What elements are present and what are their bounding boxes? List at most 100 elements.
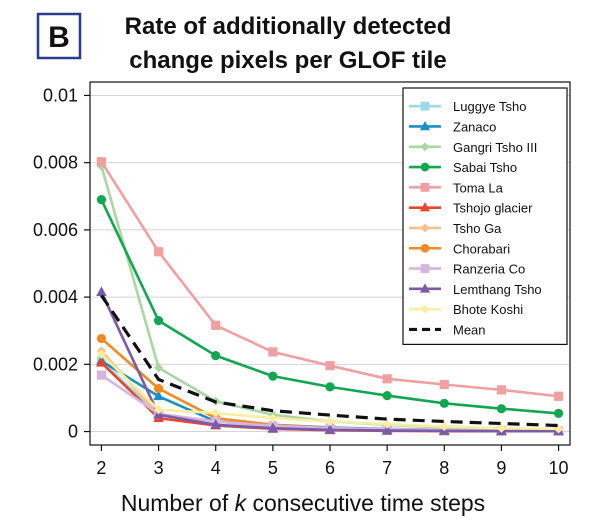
data-point-toma-la <box>439 379 449 390</box>
panel-label: B <box>48 21 70 54</box>
data-point-lemthang-tsho <box>96 286 107 296</box>
legend-swatch-marker <box>419 283 431 293</box>
data-point-bhote-koshi <box>553 424 564 434</box>
x-axis-label-part-1: Number of <box>121 490 235 516</box>
data-point-sabai-tsho <box>211 350 221 361</box>
legend-item: Sabai Tsho <box>409 160 517 175</box>
x-tick-label: 8 <box>439 458 449 478</box>
data-point-toma-la <box>211 320 221 330</box>
legend-swatch-marker <box>420 162 430 172</box>
x-tick-label: 3 <box>154 458 164 478</box>
data-point-bhote-koshi <box>382 419 392 429</box>
data-point-bhote-koshi <box>153 405 164 415</box>
x-axis-label-k: k <box>235 490 248 516</box>
legend-swatch-marker <box>420 142 430 152</box>
data-point-sabai-tsho <box>382 390 392 401</box>
legend-item: Chorabari <box>409 241 510 256</box>
legend-item: Tshojo glacier <box>409 201 533 216</box>
plot-frame <box>89 81 571 446</box>
y-tick-label: 0 <box>68 422 78 442</box>
data-point-toma-la <box>96 157 107 167</box>
data-point-toma-la <box>496 385 507 395</box>
legend-label: Bhote Koshi <box>453 302 523 317</box>
x-tick-label: 5 <box>268 458 278 478</box>
legend-swatch-marker <box>420 304 430 314</box>
series-mean <box>100 294 559 428</box>
data-point-gangri-tsho-iii <box>153 363 164 373</box>
data-point-zanaco <box>153 390 164 401</box>
data-point-toma-la <box>382 374 392 384</box>
data-point-lemthang-tsho <box>210 419 222 429</box>
data-point-bhote-koshi <box>496 423 507 433</box>
data-point-sabai-tsho <box>496 404 507 414</box>
data-point-bhote-koshi <box>439 421 449 432</box>
chart-title-line-1: Rate of additionally detected <box>125 13 452 40</box>
legend-item: Gangri Tsho III <box>409 140 537 155</box>
y-tick-label: 0.004 <box>33 287 78 307</box>
data-point-sabai-tsho <box>325 382 335 392</box>
legend-label: Zanaco <box>453 119 496 134</box>
series-sabai-tsho <box>96 195 564 419</box>
data-point-bhote-koshi <box>268 413 278 423</box>
x-tick-label: 10 <box>549 458 569 478</box>
legend-label: Mean <box>453 322 486 337</box>
data-point-chorabari <box>96 333 107 344</box>
x-tick-label: 6 <box>325 458 335 478</box>
data-point-toma-la <box>553 391 564 401</box>
data-point-sabai-tsho <box>553 408 564 419</box>
legend-item: Bhote Koshi <box>409 302 523 317</box>
legend-label: Gangri Tsho III <box>453 140 537 155</box>
data-point-sabai-tsho <box>96 195 107 205</box>
data-point-toma-la <box>153 247 164 257</box>
panel-label-box <box>36 12 82 60</box>
panel-label-badge: B <box>36 12 82 60</box>
legend-label: Luggye Tsho <box>453 99 527 114</box>
chart-title-line-2: change pixels per GLOF tile <box>129 47 446 74</box>
x-axis-ticks: 2 3 4 5 6 7 8 9 10 <box>96 445 569 478</box>
series-bhote-koshi <box>96 349 564 434</box>
data-point-toma-la <box>268 347 278 357</box>
data-point-toma-la <box>325 361 335 371</box>
legend-label: Chorabari <box>453 241 510 256</box>
x-tick-label: 2 <box>96 458 106 478</box>
data-point-ranzeria-co <box>96 370 107 380</box>
legend-label: Tsho Ga <box>453 221 502 236</box>
data-point-bhote-koshi <box>211 408 221 418</box>
legend-item: Mean <box>409 322 486 337</box>
legend-swatch-marker <box>420 182 430 192</box>
data-point-sabai-tsho <box>439 398 449 408</box>
data-point-lemthang-tsho <box>324 424 336 434</box>
series-line-mean <box>100 294 559 428</box>
x-tick-label: 7 <box>382 458 392 478</box>
y-tick-label: 0.008 <box>33 153 78 173</box>
legend-swatch-marker <box>420 101 430 111</box>
legend-item: Zanaco <box>409 119 496 134</box>
legend-item: Lemthang Tsho <box>409 282 542 297</box>
y-tick-label: 0.006 <box>33 220 78 240</box>
y-tick-label: 0.01 <box>43 85 78 105</box>
y-tick-label: 0.002 <box>33 354 78 374</box>
legend-swatch-marker <box>419 202 431 212</box>
data-point-bhote-koshi <box>325 416 335 427</box>
data-point-sabai-tsho <box>153 316 164 326</box>
data-point-chorabari <box>153 383 164 394</box>
legend-swatch-marker <box>419 120 431 131</box>
x-axis-label: Number of k consecutive time steps <box>121 490 485 516</box>
data-point-sabai-tsho <box>268 371 278 381</box>
data-point-lemthang-tsho <box>267 422 279 433</box>
legend-item: Ranzeria Co <box>409 262 525 277</box>
series-layer <box>96 157 564 436</box>
x-axis-label-part-2: consecutive time steps <box>246 490 485 516</box>
data-point-tshojo-glacier <box>96 356 107 367</box>
x-tick-label: 4 <box>211 458 221 478</box>
legend-swatch-marker <box>420 243 430 253</box>
legend-label: Sabai Tsho <box>453 160 517 175</box>
data-point-bhote-koshi <box>96 349 107 359</box>
series-lemthang-tsho <box>96 286 564 436</box>
legend-label: Toma La <box>453 180 504 195</box>
legend-label: Lemthang Tsho <box>453 282 542 297</box>
legend-item: Tsho Ga <box>409 221 502 236</box>
legend-swatch-marker <box>420 223 430 233</box>
legend-label: Tshojo glacier <box>453 201 533 216</box>
series-toma-la <box>96 157 564 401</box>
